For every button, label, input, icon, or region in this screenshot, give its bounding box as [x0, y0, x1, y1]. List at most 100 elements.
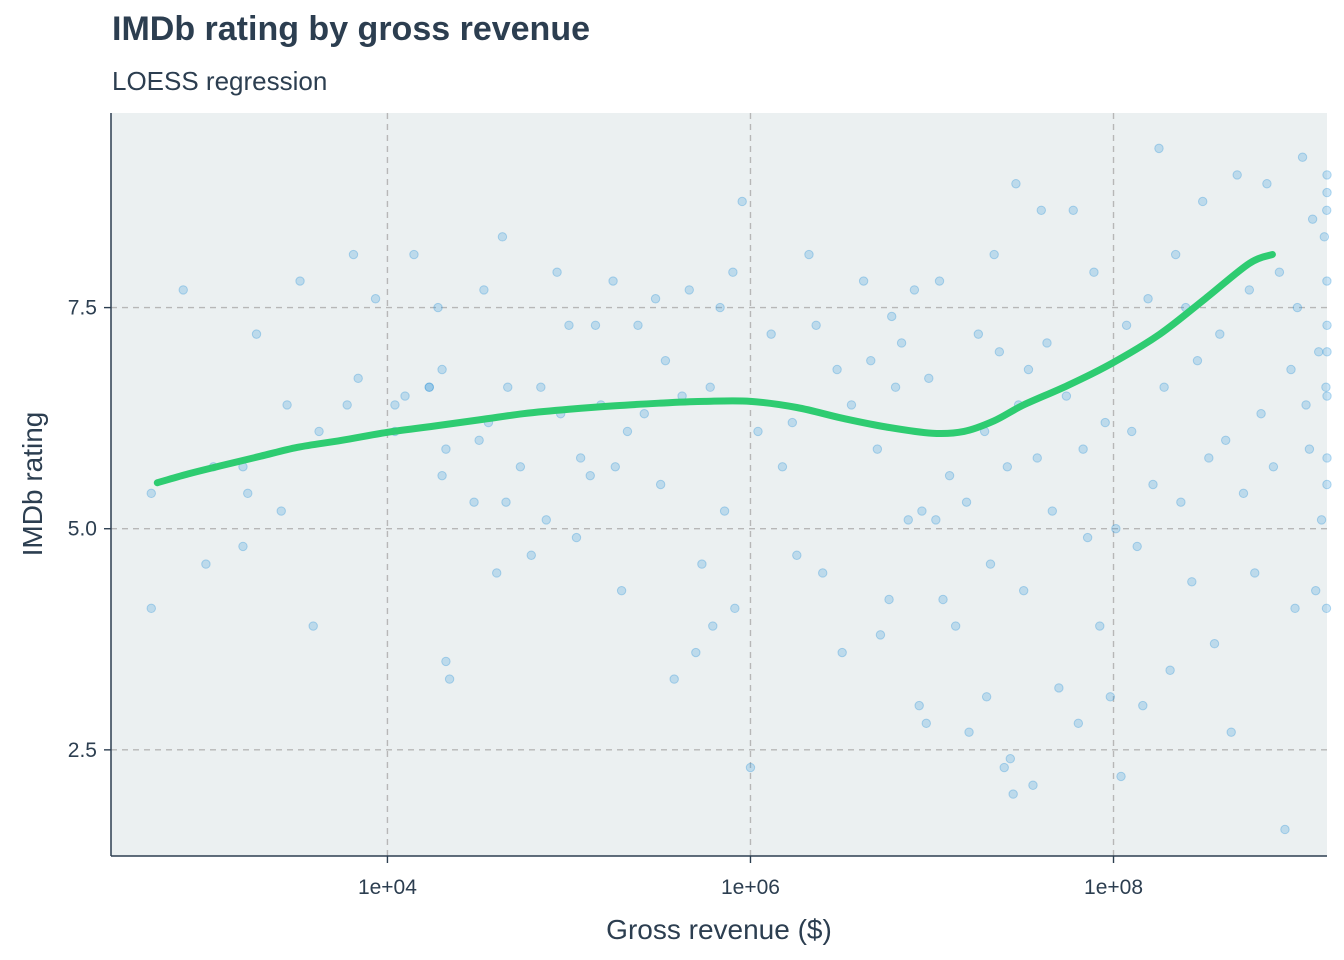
scatter-point — [441, 444, 451, 454]
scatter-point — [660, 355, 671, 366]
scatter-point — [1127, 426, 1137, 437]
scatter-point — [1322, 170, 1332, 180]
scatter-point — [1187, 577, 1197, 587]
scatter-point — [437, 470, 447, 481]
scatter-point — [1192, 355, 1203, 366]
scatter-point — [503, 382, 513, 392]
scatter-point — [1028, 780, 1038, 790]
scatter-point — [1023, 364, 1034, 375]
scatter-point — [973, 329, 984, 339]
scatter-point — [1165, 665, 1175, 675]
scatter-point — [1322, 205, 1332, 215]
scatter-point — [1198, 196, 1208, 207]
scatter-point — [1322, 347, 1332, 357]
scatter-point — [437, 364, 447, 375]
scatter-point — [994, 347, 1005, 357]
scatter-point — [1054, 683, 1064, 693]
scatter-point — [811, 320, 821, 330]
scatter-point — [295, 276, 305, 286]
scatter-point — [999, 762, 1009, 773]
scatter-point — [728, 267, 738, 277]
scatter-point — [622, 426, 633, 437]
scatter-point — [1047, 506, 1057, 516]
scatter-points — [146, 143, 1332, 835]
scatter-point — [1262, 179, 1272, 189]
scatter-point — [146, 488, 156, 499]
scatter-point — [276, 506, 286, 516]
scatter-point — [201, 559, 211, 569]
scatter-point — [1042, 338, 1052, 348]
scatter-point — [753, 426, 763, 437]
scatter-point — [1121, 320, 1132, 330]
scatter-point — [903, 515, 913, 525]
scatter-point — [1238, 488, 1249, 499]
scatter-point — [314, 426, 324, 437]
scatter-point — [737, 196, 747, 207]
scatter-point — [1138, 700, 1148, 711]
scatter-point — [424, 382, 434, 392]
x-axis-ticks: 1e+04 1e+06 1e+08 — [358, 856, 1143, 899]
scatter-point — [931, 515, 941, 525]
scatter-point — [777, 462, 788, 472]
scatter-point — [178, 285, 188, 295]
scatter-point — [575, 453, 586, 463]
scatter-point — [444, 674, 455, 684]
scatter-point — [1322, 479, 1332, 490]
scatter-point — [1215, 329, 1225, 339]
scatter-point — [832, 364, 842, 375]
scatter-point — [1322, 320, 1332, 330]
y-tick-label: 7.5 — [68, 297, 97, 320]
scatter-point — [441, 656, 451, 667]
scatter-point — [1250, 568, 1260, 578]
scatter-point — [719, 506, 730, 516]
scatter-point — [585, 470, 595, 481]
scatter-point — [787, 417, 798, 428]
scatter-point — [1105, 692, 1115, 702]
scatter-point — [1068, 205, 1078, 215]
scatter-point — [691, 647, 701, 658]
scatter-point — [590, 320, 601, 330]
scatter-point — [961, 497, 972, 507]
scatter-point — [985, 559, 996, 569]
scatter-point — [1095, 621, 1105, 631]
scatter-point — [1322, 453, 1332, 463]
x-tick-label: 1e+04 — [358, 876, 417, 899]
scatter-point — [1292, 302, 1303, 313]
scatter-point — [1132, 541, 1142, 552]
scatter-point — [282, 400, 292, 410]
scatter-point — [1226, 727, 1236, 737]
scatter-point — [909, 285, 920, 295]
scatter-point — [818, 568, 828, 578]
scatter-point — [536, 382, 546, 392]
scatter-point — [571, 532, 582, 543]
scatter-point — [610, 462, 620, 472]
scatter-point — [1286, 364, 1296, 375]
scatter-point — [890, 382, 901, 392]
scatter-point — [1143, 294, 1153, 304]
scatter-point — [1111, 524, 1121, 534]
scatter-point — [1290, 603, 1300, 614]
scatter-point — [866, 355, 876, 366]
scatter-point — [964, 727, 974, 737]
scatter-point — [400, 391, 410, 401]
scatter-point — [1280, 824, 1290, 835]
scatter-point — [1301, 400, 1311, 410]
chart-subtitle: LOESS regression — [112, 66, 328, 96]
scatter-point — [896, 338, 907, 348]
scatter-point — [1204, 453, 1214, 463]
x-tick-label: 1e+06 — [721, 876, 780, 899]
y-tick-label: 5.0 — [68, 518, 97, 541]
scatter-point — [639, 409, 649, 419]
scatter-point — [552, 267, 562, 277]
scatter-point — [501, 497, 511, 507]
scatter-point — [981, 692, 992, 702]
scatter-point — [924, 373, 934, 384]
scatter-point — [1322, 391, 1332, 401]
scatter-point — [766, 329, 776, 339]
scatter-point — [950, 621, 961, 631]
scatter-point — [564, 320, 574, 330]
scatter-point — [1256, 409, 1266, 419]
scatter-point — [669, 674, 679, 684]
scatter-point — [390, 400, 400, 410]
scatter-point — [424, 382, 434, 392]
